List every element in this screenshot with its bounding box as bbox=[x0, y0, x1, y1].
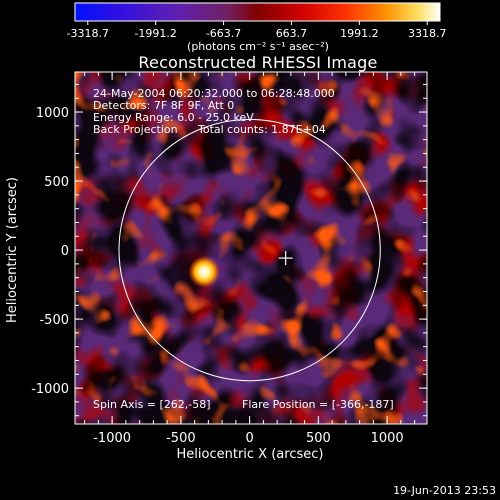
colorbar-ticks: -3318.7 -1991.2 -663.7 663.7 1991.2 3318.7 bbox=[67, 21, 447, 40]
y-tick-label: -500 bbox=[39, 313, 69, 328]
colorbar: -3318.7 -1991.2 -663.7 663.7 1991.2 3318.7 (p… bbox=[67, 2, 447, 53]
plot-frame bbox=[74, 71, 428, 425]
annotation-spin-axis: Spin Axis = [262,-58] bbox=[93, 398, 211, 411]
annotation-total-counts: Total counts: 1.87E+04 bbox=[197, 123, 326, 136]
colorbar-tick-label: -1991.2 bbox=[134, 27, 176, 40]
solar-limb-circle bbox=[118, 118, 381, 382]
annotation-flare-position: Flare Position = [-366,-187] bbox=[242, 398, 394, 411]
colorbar-tick-label: -3318.7 bbox=[67, 27, 109, 40]
x-tick-label: -500 bbox=[166, 431, 196, 446]
annotation-detectors: Detectors: 7F 8F 9F, Att 0 bbox=[93, 99, 234, 112]
footer-timestamp: 19-Jun-2013 23:53 bbox=[393, 484, 496, 497]
spin-axis-marker bbox=[278, 251, 293, 266]
y-tick-label: 0 bbox=[61, 244, 69, 259]
annotation-algorithm: Back Projection bbox=[93, 123, 178, 136]
x-tick-label: 500 bbox=[306, 431, 331, 446]
colorbar-tick-label: -663.7 bbox=[206, 27, 241, 40]
plot-title: Reconstructed RHESSI Image bbox=[138, 53, 377, 72]
y-tick-label: 500 bbox=[44, 175, 69, 190]
colorbar-tick-label: 3318.7 bbox=[408, 27, 447, 40]
x-axis: -1000 -500 0 500 1000 bbox=[84, 72, 416, 446]
x-axis-label: Heliocentric X (arcsec) bbox=[177, 447, 324, 462]
colorbar-unit-label: (photons cm⁻² s⁻¹ asec⁻²) bbox=[187, 40, 329, 53]
y-tick-label: -1000 bbox=[31, 382, 69, 397]
colorbar-tick-label: 663.7 bbox=[276, 27, 308, 40]
annotation-time-range: 24-May-2004 06:20:32.000 to 06:28:48.000 bbox=[93, 87, 335, 100]
y-axis-label: Heliocentric Y (arcsec) bbox=[5, 177, 20, 323]
x-tick-label: -1000 bbox=[93, 431, 131, 446]
x-tick-label: 1000 bbox=[371, 431, 404, 446]
y-tick-label: 1000 bbox=[36, 106, 69, 121]
rhessi-image bbox=[75, 72, 427, 424]
colorbar-tick-label: 1991.2 bbox=[340, 27, 379, 40]
x-tick-label: 0 bbox=[245, 431, 253, 446]
y-axis: 1000 500 0 -500 -1000 bbox=[31, 83, 427, 417]
annotation-energy-range: Energy Range: 6.0 - 25.0 keV bbox=[93, 111, 254, 124]
flare-source bbox=[188, 255, 221, 288]
annotations: 24-May-2004 06:20:32.000 to 06:28:48.000… bbox=[93, 87, 394, 411]
colorbar-gradient bbox=[74, 2, 441, 22]
